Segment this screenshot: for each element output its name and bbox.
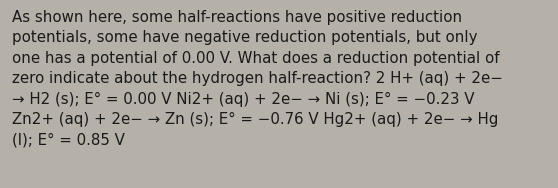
- Text: As shown here, some half-reactions have positive reduction
potentials, some have: As shown here, some half-reactions have …: [12, 10, 503, 147]
